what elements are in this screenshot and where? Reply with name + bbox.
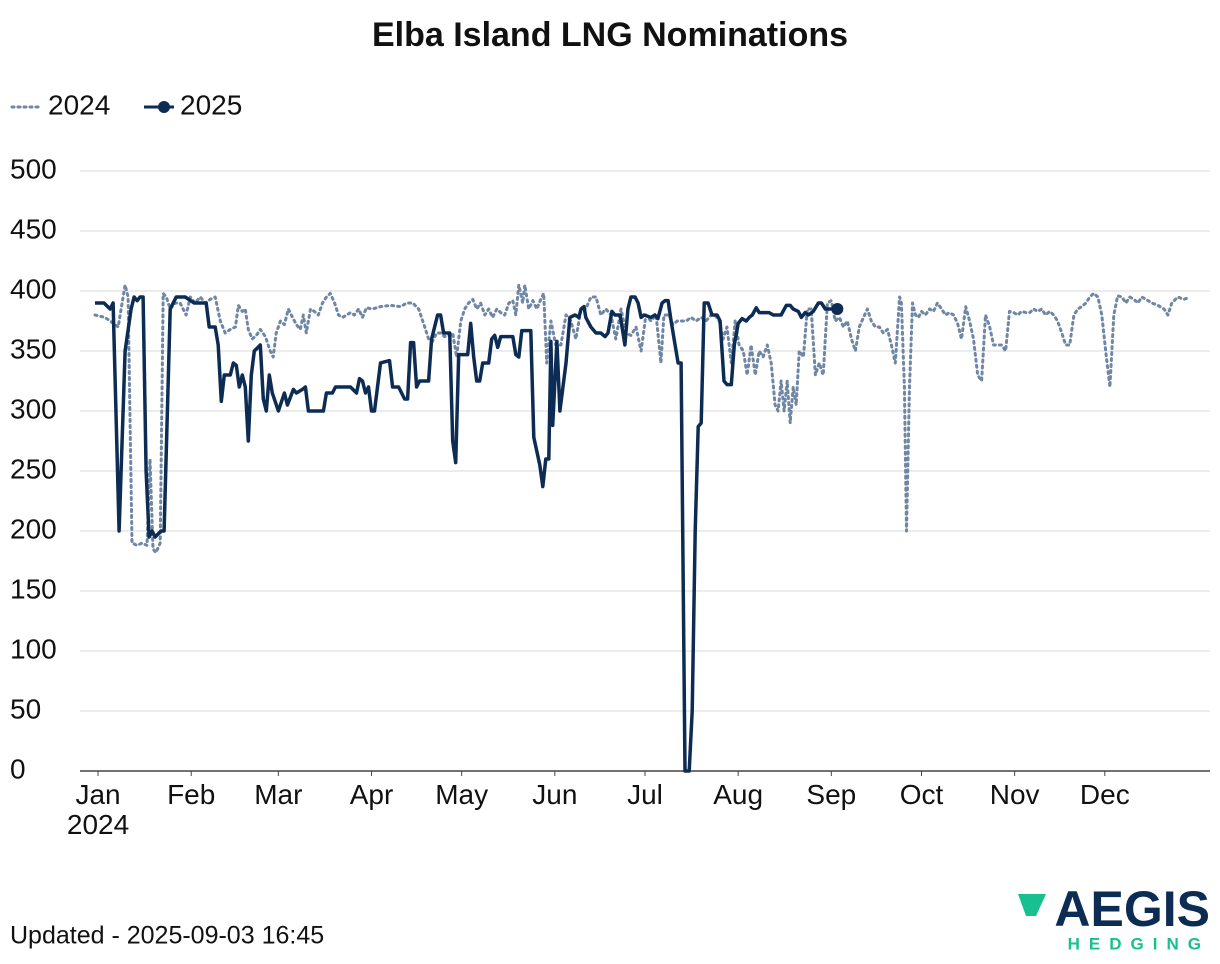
logo-tagline: HEDGING [1068,934,1210,953]
x-tick-label: Aug [713,779,763,810]
grid: 0 50 100 150 200 250 300 350 400 450 500 Jan 2024 Feb… [10,153,1210,840]
y-tick-label: 500 [10,153,57,184]
legend: 2024 2025 [10,89,242,120]
chart-title: Elba Island LNG Nominations [372,16,848,54]
series-line [93,283,1192,555]
series-line [95,295,838,773]
x-tick-label: May [435,779,488,810]
x-tick-label: Sep [806,779,856,810]
y-tick-label: 100 [10,633,57,664]
y-tick-label: 300 [10,393,57,424]
y-tick-label: 200 [10,513,57,544]
x-tick-label: Mar [254,779,302,810]
x-tick-label: Jul [627,779,663,810]
footer: Updated - 2025-09-03 16:45 [10,922,324,950]
x-tick-label: Apr [350,779,394,810]
plot-area [93,283,1192,773]
y-tick-label: 150 [10,573,57,604]
y-tick-label: 0 [10,753,26,784]
x-tick-label: Jun [532,779,577,810]
x-tick-label: Oct [900,779,944,810]
y-tick-label: 250 [10,453,57,484]
x-tick-label: Jan 2024 [67,779,129,840]
y-tick-label: 350 [10,333,57,364]
last-point [831,303,844,315]
legend-label: 2024 [48,89,110,120]
logo-mark [1018,894,1046,916]
x-tick-label: Nov [990,779,1040,810]
y-tick-label: 400 [10,273,57,304]
y-tick-label: 450 [10,213,57,244]
legend-marker [158,101,170,113]
x-tick-label: Feb [167,779,215,810]
legend-label: 2025 [180,89,242,120]
x-tick-label: Dec [1080,779,1130,810]
logo-name: AEGIS [1054,881,1210,937]
y-tick-label: 50 [10,693,41,724]
